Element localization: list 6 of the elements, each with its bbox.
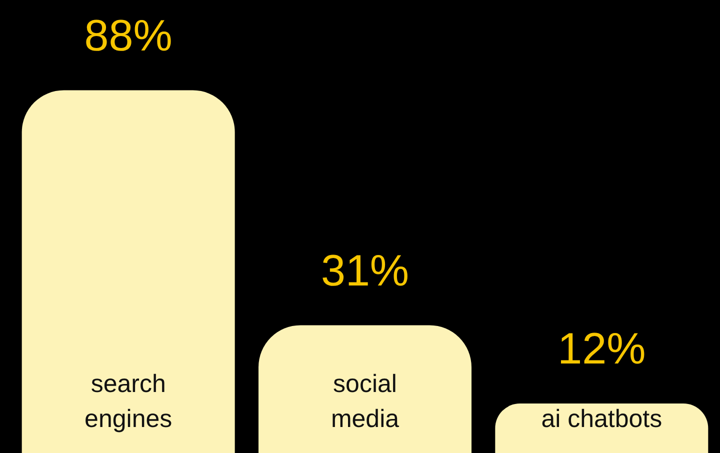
data-label: 12% [558,324,646,374]
data-label: 31% [320,246,410,296]
x-tick-label: ai chatbots [541,404,662,433]
x-tick-label: search engines [84,370,172,433]
data-label: 88% [84,11,172,60]
x-tick-label: social media [330,370,400,433]
